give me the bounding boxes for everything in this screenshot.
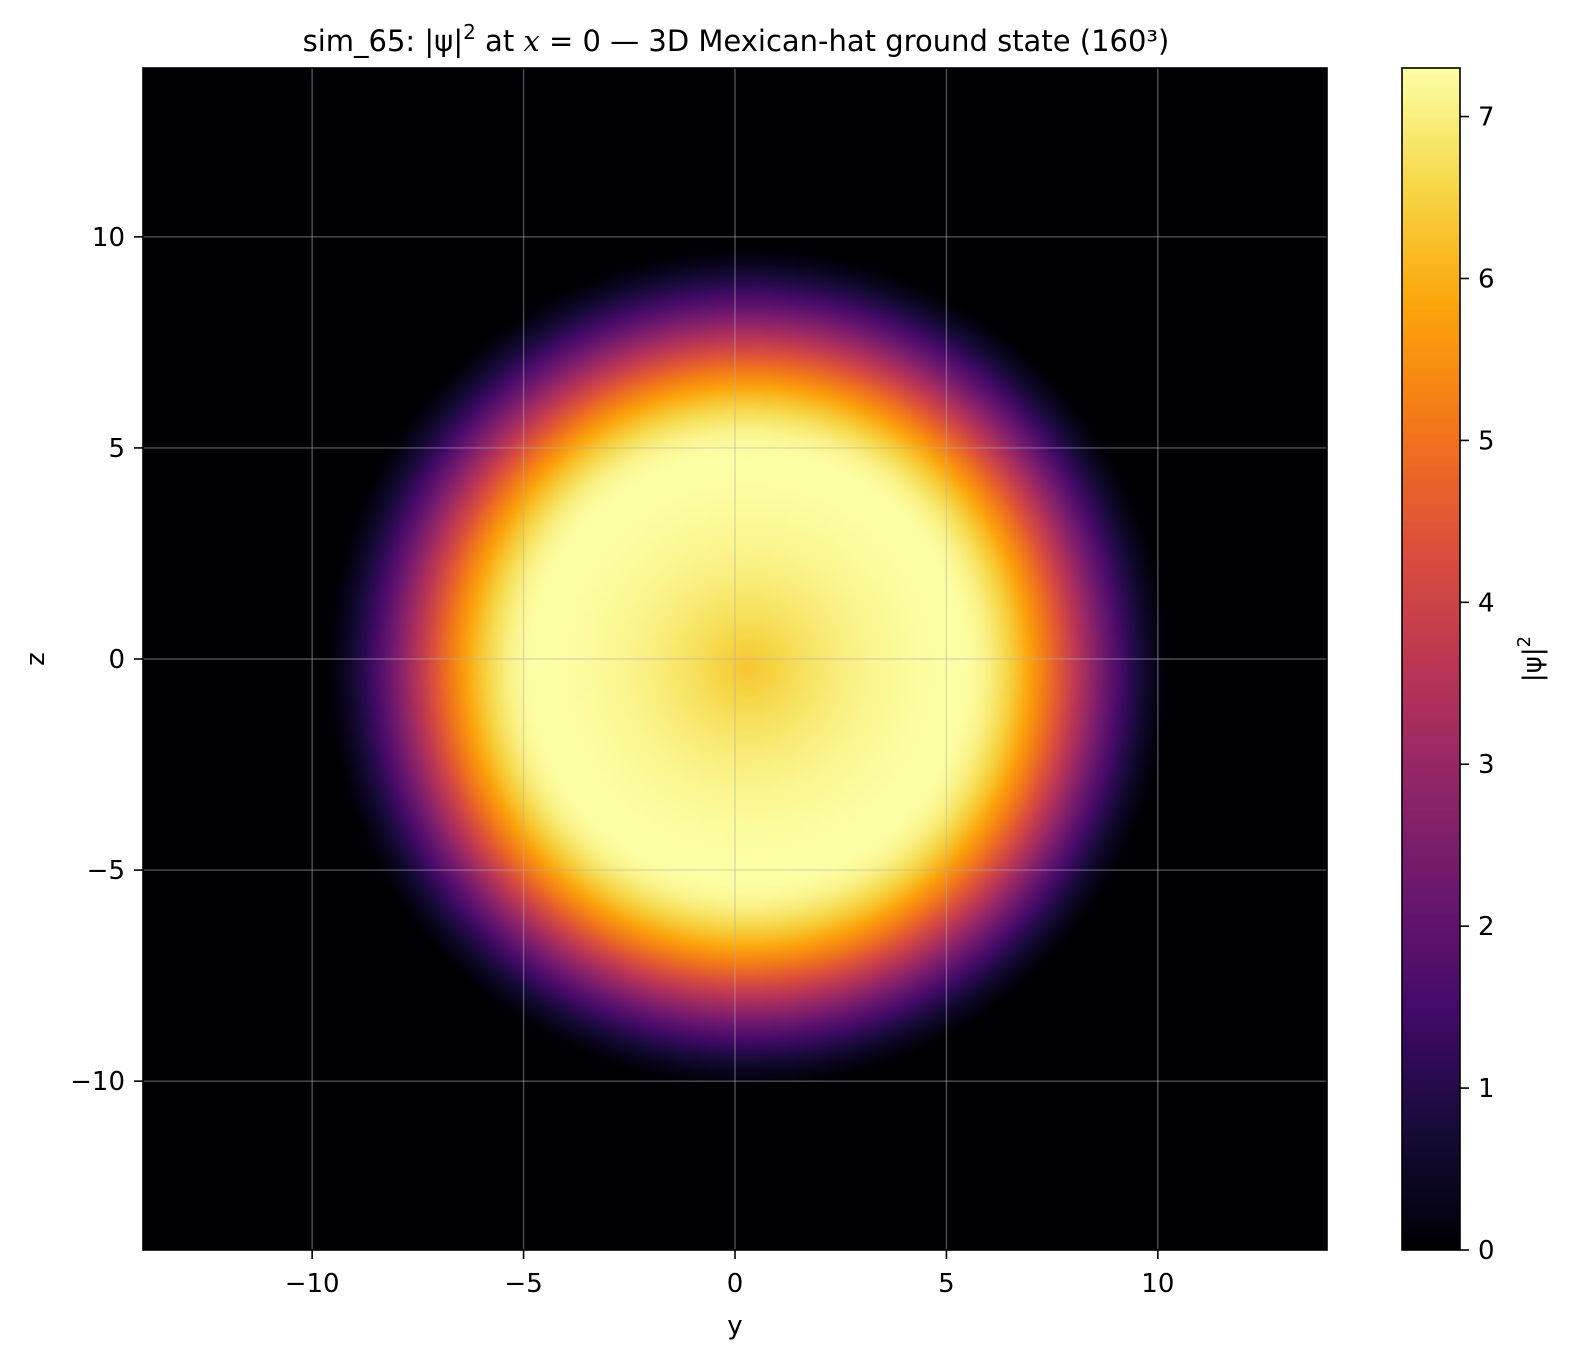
grid-lines bbox=[143, 68, 1327, 1250]
colorbar-gradient bbox=[1402, 68, 1460, 1250]
colorbar-tick-label: 5 bbox=[1478, 426, 1495, 456]
colorbar-ticks: 0 1 2 3 4 5 6 7 bbox=[1460, 103, 1495, 1266]
colorbar-frame bbox=[1401, 67, 1461, 1251]
x-axis-label: y bbox=[727, 1311, 742, 1341]
y-tick-label: 5 bbox=[108, 434, 125, 464]
y-tick-label: 10 bbox=[92, 223, 125, 253]
y-tick-label: 0 bbox=[108, 645, 125, 675]
colorbar: 0 1 2 3 4 5 6 7 |ψ|2 bbox=[1401, 67, 1548, 1266]
x-tick-label: 10 bbox=[1141, 1269, 1174, 1299]
x-tick-label: −5 bbox=[504, 1269, 542, 1299]
colorbar-tick-label: 1 bbox=[1478, 1074, 1495, 1104]
plot-area: −10 −5 0 5 10 −10 −5 0 5 10 bbox=[70, 67, 1328, 1299]
x-tick-label: 5 bbox=[938, 1269, 955, 1299]
colorbar-tick-label: 2 bbox=[1478, 912, 1495, 942]
y-tick-label: −5 bbox=[87, 856, 125, 886]
colorbar-tick-label: 3 bbox=[1478, 750, 1495, 780]
colorbar-tick-label: 7 bbox=[1478, 103, 1495, 133]
x-tick-label: −10 bbox=[285, 1269, 340, 1299]
x-tick-label: 0 bbox=[727, 1269, 744, 1299]
colorbar-tick-label: 4 bbox=[1478, 588, 1495, 618]
colorbar-label: |ψ|2 bbox=[1514, 636, 1548, 682]
colorbar-tick-label: 0 bbox=[1478, 1236, 1495, 1266]
chart-title: sim_65: |ψ|2 at x = 0 — 3D Mexican-hat g… bbox=[303, 20, 1170, 58]
colorbar-tick-label: 6 bbox=[1478, 264, 1495, 294]
y-axis-label: z bbox=[21, 652, 51, 666]
y-axis-ticks: −10 −5 0 5 10 bbox=[70, 223, 143, 1097]
heatmap-image bbox=[143, 68, 1327, 1250]
y-tick-label: −10 bbox=[70, 1067, 125, 1097]
x-axis-ticks: −10 −5 0 5 10 bbox=[285, 1250, 1174, 1299]
